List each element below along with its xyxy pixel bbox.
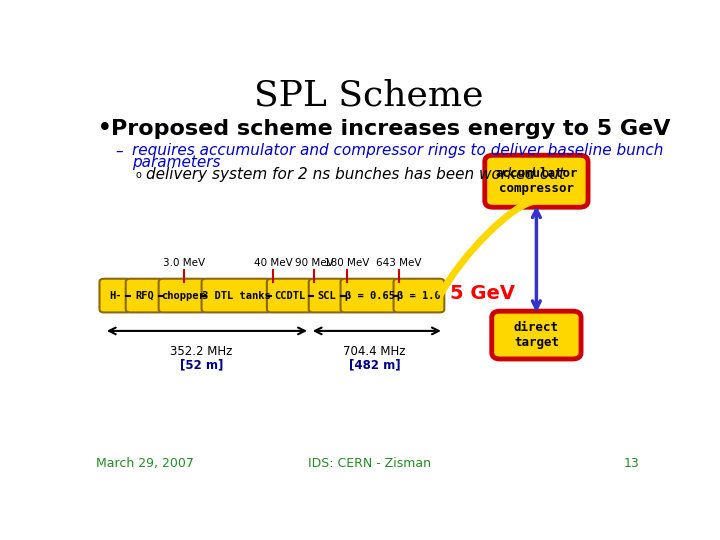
Text: 3 DTL tanks: 3 DTL tanks [202,291,271,301]
Text: o: o [136,170,142,180]
Text: chopper: chopper [161,291,204,301]
Text: 3.0 MeV: 3.0 MeV [163,258,204,267]
Text: H-: H- [109,291,122,301]
Text: March 29, 2007: March 29, 2007 [96,457,194,470]
FancyBboxPatch shape [341,279,399,313]
Text: delivery system for 2 ns bunches has been worked out: delivery system for 2 ns bunches has bee… [145,167,564,183]
Text: •: • [96,116,112,142]
Text: [482 m]: [482 m] [348,358,400,371]
FancyBboxPatch shape [485,155,588,207]
Text: direct
target: direct target [514,321,559,349]
Text: RFQ: RFQ [135,291,154,301]
Text: parameters: parameters [132,155,220,170]
Text: 40 MeV: 40 MeV [253,258,292,267]
Text: requires accumulator and compressor rings to deliver baseline bunch: requires accumulator and compressor ring… [132,143,663,158]
Text: IDS: CERN - Zisman: IDS: CERN - Zisman [307,457,431,470]
Text: 5 GeV: 5 GeV [450,284,515,303]
Text: β = 0.65: β = 0.65 [345,291,395,301]
Text: 352.2 MHz: 352.2 MHz [171,346,233,359]
Text: SCL: SCL [318,291,336,301]
FancyBboxPatch shape [492,311,581,359]
Text: 13: 13 [624,457,639,470]
Text: 90 MeV: 90 MeV [295,258,333,267]
Text: 704.4 MHz: 704.4 MHz [343,346,406,359]
Text: SPL Scheme: SPL Scheme [254,79,484,113]
FancyBboxPatch shape [309,279,346,313]
Text: 180 MeV: 180 MeV [324,258,369,267]
Text: accumulator
compressor: accumulator compressor [495,167,577,195]
Text: [52 m]: [52 m] [180,358,223,371]
Text: Proposed scheme increases energy to 5 GeV: Proposed scheme increases energy to 5 Ge… [111,119,671,139]
FancyBboxPatch shape [126,279,163,313]
Text: CCDTL: CCDTL [275,291,306,301]
FancyBboxPatch shape [158,279,207,313]
FancyBboxPatch shape [202,279,272,313]
FancyBboxPatch shape [394,279,444,313]
Text: 643 MeV: 643 MeV [377,258,422,267]
Text: –: – [115,144,122,159]
Text: β = 1.0: β = 1.0 [397,291,441,301]
FancyBboxPatch shape [99,279,131,313]
FancyBboxPatch shape [267,279,314,313]
